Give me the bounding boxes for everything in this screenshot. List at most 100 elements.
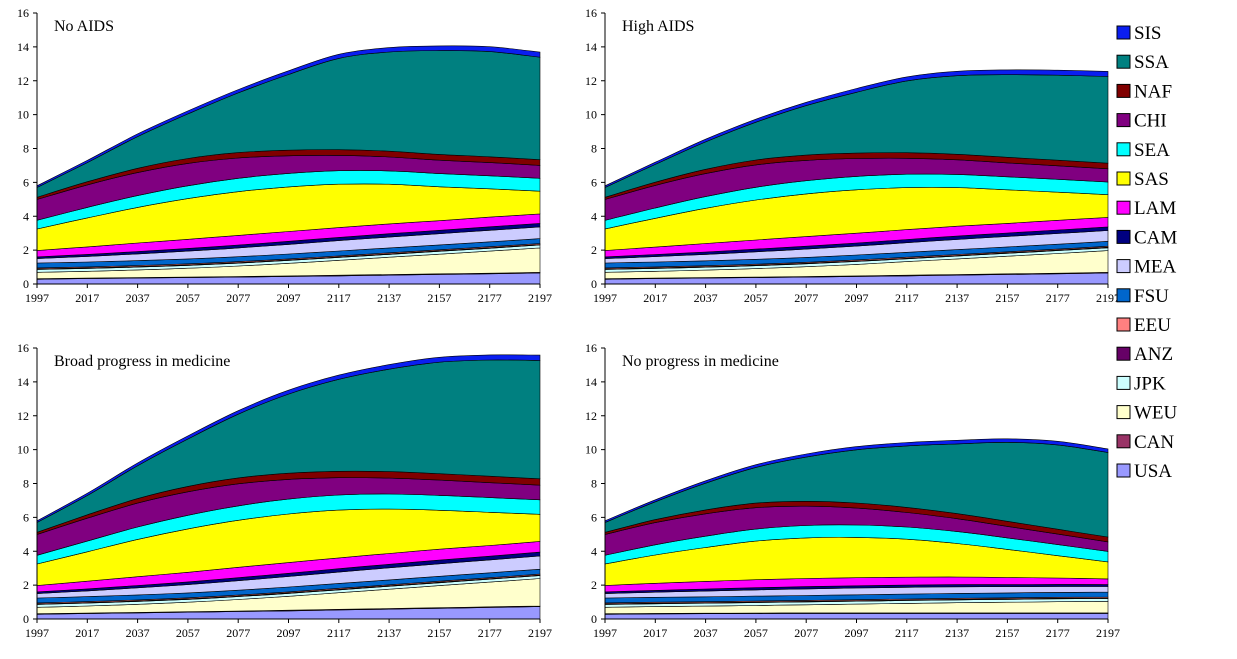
legend-label: CAM [1134, 227, 1177, 248]
legend-swatch [1116, 346, 1131, 361]
y-tick-label: 4 [23, 209, 29, 223]
x-tick-label: 2077 [794, 291, 818, 305]
legend-swatch [1116, 288, 1131, 303]
legend-label: EEU [1134, 315, 1171, 336]
legend: SIS SSA NAF CHI SEA SAS LAM CAM MEA FSU EEU ANZ JPK W… [1116, 23, 1178, 482]
x-tick-label: 2017 [643, 626, 667, 640]
legend-swatch [1116, 142, 1131, 157]
y-tick-label: 0 [591, 612, 597, 626]
y-tick-label: 16 [17, 341, 29, 355]
legend-swatch [1116, 229, 1131, 244]
legend-item-sas: SAS [1116, 169, 1169, 190]
area-series-sis [36, 45, 541, 188]
legend-item-usa: USA [1116, 461, 1172, 482]
chart-panel-1: 0 2 4 6 8 10 12 14 16 1997 2017 2037 2057 2077 2097 211… [17, 6, 552, 305]
y-tick-label: 8 [23, 477, 29, 491]
legend-label: LAM [1134, 198, 1176, 219]
y-tick-label: 4 [591, 209, 597, 223]
legend-label: WEU [1134, 403, 1178, 424]
x-tick-label: 2057 [176, 291, 200, 305]
y-tick-label: 2 [23, 578, 29, 592]
legend-item-naf: NAF [1116, 81, 1172, 102]
y-tick-label: 10 [17, 108, 29, 122]
legend-label: SIS [1134, 23, 1161, 44]
x-tick-label: 2197 [528, 626, 552, 640]
x-tick-label: 2137 [377, 626, 401, 640]
x-tick-label: 2097 [845, 291, 869, 305]
panel-title: No AIDS [54, 18, 114, 35]
legend-label: CAN [1134, 432, 1174, 453]
x-tick-label: 2057 [744, 291, 768, 305]
legend-item-fsu: FSU [1116, 286, 1169, 307]
x-tick-label: 2177 [478, 626, 502, 640]
x-tick-label: 2117 [895, 291, 919, 305]
chart-panel-2: 0 2 4 6 8 10 12 14 16 1997 2017 2037 2057 2077 2097 211… [585, 6, 1120, 305]
y-tick-label: 12 [17, 409, 29, 423]
panel-title: Broad progress in medicine [54, 353, 230, 370]
y-tick-label: 16 [585, 6, 597, 20]
legend-label: SSA [1134, 52, 1169, 73]
chart-panel-4: 0 2 4 6 8 10 12 14 16 1997 2017 2037 2057 2077 2097 211… [585, 341, 1120, 640]
x-tick-label: 2057 [176, 626, 200, 640]
y-tick-label: 10 [17, 443, 29, 457]
legend-item-mea: MEA [1116, 257, 1177, 278]
y-tick-label: 16 [17, 6, 29, 20]
x-tick-label: 2017 [75, 626, 99, 640]
legend-swatch [1116, 200, 1131, 215]
area-series-sis [36, 354, 541, 524]
x-tick-label: 2157 [995, 626, 1019, 640]
x-tick-label: 2097 [277, 291, 301, 305]
x-tick-label: 1997 [25, 291, 49, 305]
legend-swatch [1116, 171, 1131, 186]
y-tick-label: 12 [585, 409, 597, 423]
x-tick-label: 2137 [377, 291, 401, 305]
y-tick-label: 6 [591, 175, 597, 189]
legend-swatch [1116, 434, 1131, 449]
legend-label: SEA [1134, 140, 1170, 161]
legend-label: MEA [1134, 257, 1177, 278]
y-tick-label: 8 [591, 142, 597, 156]
y-tick-label: 10 [585, 443, 597, 457]
y-tick-label: 0 [591, 277, 597, 291]
y-tick-label: 8 [23, 142, 29, 156]
x-tick-label: 2177 [1046, 291, 1070, 305]
y-tick-label: 14 [585, 375, 597, 389]
y-tick-label: 6 [591, 510, 597, 524]
legend-swatch [1116, 54, 1131, 69]
x-tick-label: 2117 [327, 626, 351, 640]
y-tick-label: 12 [585, 74, 597, 88]
legend-item-sea: SEA [1116, 140, 1170, 161]
area-series-usa [604, 613, 1109, 620]
y-tick-label: 4 [23, 544, 29, 558]
y-tick-label: 16 [585, 341, 597, 355]
legend-item-jpk: JPK [1116, 373, 1166, 394]
x-tick-label: 2037 [126, 291, 150, 305]
y-tick-label: 2 [591, 578, 597, 592]
x-tick-label: 2197 [1096, 626, 1120, 640]
legend-label: NAF [1134, 81, 1172, 102]
y-tick-label: 6 [23, 175, 29, 189]
x-tick-label: 2157 [427, 291, 451, 305]
legend-swatch [1116, 317, 1131, 332]
x-tick-label: 2077 [226, 626, 250, 640]
legend-item-lam: LAM [1116, 198, 1176, 219]
panel-title: High AIDS [622, 18, 694, 35]
legend-swatch [1116, 83, 1131, 98]
x-tick-label: 2077 [226, 291, 250, 305]
legend-item-weu: WEU [1116, 403, 1178, 424]
legend-label: SAS [1134, 169, 1169, 190]
legend-swatch [1116, 463, 1131, 478]
area-series-sis [604, 438, 1109, 523]
y-tick-label: 4 [591, 544, 597, 558]
legend-swatch [1116, 375, 1131, 390]
x-tick-label: 1997 [25, 626, 49, 640]
x-tick-label: 1997 [593, 291, 617, 305]
legend-item-sis: SIS [1116, 23, 1161, 44]
legend-item-can: CAN [1116, 432, 1174, 453]
legend-label: ANZ [1134, 344, 1173, 365]
x-tick-label: 2177 [478, 291, 502, 305]
legend-label: CHI [1134, 111, 1167, 132]
y-tick-label: 14 [585, 40, 597, 54]
